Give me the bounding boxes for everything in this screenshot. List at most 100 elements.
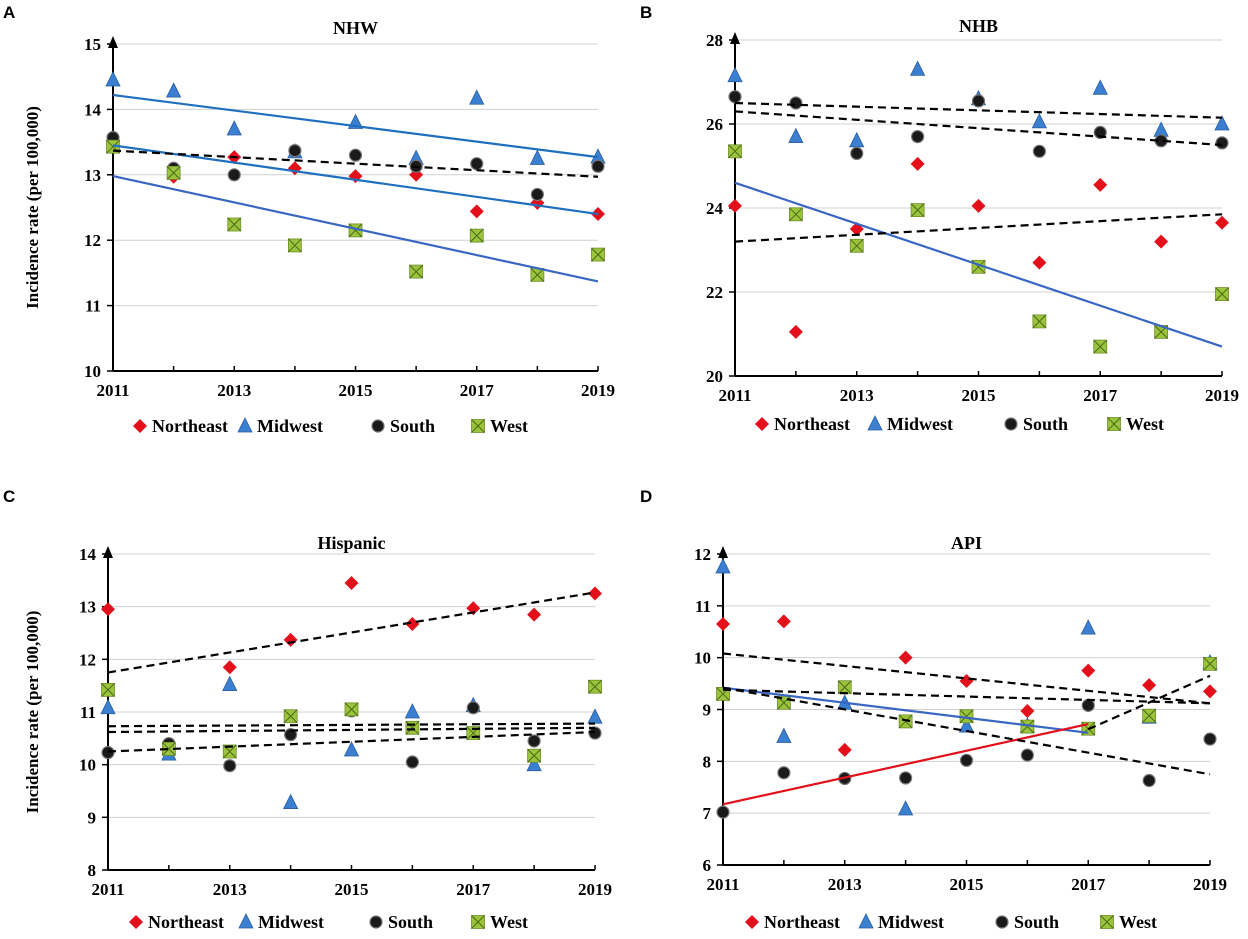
data-point-west: [469, 228, 484, 243]
data-point-northeast: [1020, 704, 1035, 719]
trendline: [734, 110, 1223, 147]
data-point-south: [284, 728, 298, 742]
data-point-northeast: [1215, 215, 1229, 230]
legend-marker-west: [1107, 417, 1121, 431]
data-point-midwest: [529, 149, 546, 165]
trendline: [1087, 674, 1211, 731]
data-point-south: [101, 745, 115, 760]
x-tick-label: 2013: [213, 880, 247, 899]
data-point-northeast: [466, 601, 481, 616]
trendline: [722, 688, 1211, 705]
y-axis-arrow-icon: [718, 546, 728, 558]
y-tick-label: 28: [706, 31, 723, 50]
trendline: [722, 686, 1089, 734]
data-point-west: [788, 207, 803, 222]
y-tick-label: 13: [79, 598, 96, 617]
legend-marker-northeast: [133, 419, 147, 433]
data-point-midwest: [105, 71, 121, 87]
data-point-south: [1093, 125, 1107, 139]
x-tick-label: 2011: [706, 875, 739, 894]
legend-marker-south: [369, 915, 383, 929]
x-tick-label: 2015: [950, 875, 984, 894]
data-point-northeast: [910, 156, 925, 171]
data-point-south: [466, 701, 480, 715]
chart-panel-c: 8 9 10 11 12 13 14 2011 2013 2015 2017 2019 Hispanic…: [3, 487, 612, 932]
y-axis-label: Incidence rate (per 100,000): [23, 611, 42, 814]
y-tick-label: 11: [695, 597, 711, 616]
data-point-midwest: [727, 66, 743, 83]
trendline: [107, 726, 596, 734]
y-tick-label: 10: [84, 362, 101, 381]
trendline: [734, 181, 1223, 348]
x-tick-label: 2019: [1193, 875, 1227, 894]
data-point-west: [101, 682, 115, 697]
y-tick-label: 24: [706, 199, 724, 218]
data-point-midwest: [909, 60, 926, 76]
data-point-south: [530, 187, 544, 202]
data-point-south: [1032, 144, 1046, 158]
legend-label-west: West: [490, 912, 528, 932]
data-point-west: [1142, 708, 1157, 723]
data-point-west: [837, 680, 852, 695]
data-point-south: [527, 734, 541, 748]
data-point-midwest: [469, 89, 485, 105]
data-point-west: [849, 238, 864, 253]
chart-title: Hispanic: [317, 533, 385, 553]
trendline: [722, 652, 1211, 705]
data-point-northeast: [287, 161, 302, 176]
legend-label-northeast: Northeast: [764, 912, 840, 932]
legend-label-midwest: Midwest: [878, 912, 944, 932]
x-tick-label: 2013: [217, 381, 251, 400]
data-point-midwest: [343, 741, 360, 757]
data-point-northeast: [1203, 684, 1217, 699]
data-point-northeast: [837, 742, 852, 757]
legend-label-west: West: [1119, 912, 1157, 932]
legend-marker-south: [995, 915, 1009, 929]
data-point-west: [527, 748, 542, 763]
data-point-west: [287, 238, 302, 253]
data-point-west: [1215, 287, 1229, 302]
trendline: [107, 591, 596, 674]
data-point-west: [227, 217, 242, 232]
legend-label-west: West: [490, 416, 528, 436]
y-tick-label: 15: [84, 35, 101, 54]
data-point-midwest: [715, 558, 731, 574]
data-point-south: [716, 805, 730, 819]
x-tick-label: 2017: [1071, 875, 1106, 894]
x-tick-label: 2017: [1083, 386, 1118, 405]
x-tick-label: 2011: [91, 880, 124, 899]
panel-letter: D: [640, 487, 652, 506]
data-point-south: [789, 96, 803, 110]
trendline: [112, 144, 599, 216]
y-tick-label: 26: [706, 115, 723, 134]
data-point-west: [409, 264, 424, 279]
data-point-northeast: [588, 586, 602, 601]
x-tick-label: 2015: [335, 880, 369, 899]
legend-label-west: West: [1126, 414, 1164, 434]
trendline: [722, 722, 1089, 806]
data-point-northeast: [716, 616, 730, 631]
x-tick-label: 2017: [460, 381, 495, 400]
x-tick-label: 2011: [718, 386, 751, 405]
data-point-south: [959, 753, 974, 767]
data-point-northeast: [788, 324, 803, 339]
chart-title: NHB: [959, 16, 998, 36]
trendline: [112, 93, 599, 159]
data-point-midwest: [587, 708, 603, 724]
legend-marker-midwest: [858, 913, 874, 929]
data-point-midwest: [222, 675, 238, 692]
data-point-midwest: [1080, 619, 1096, 635]
y-tick-label: 12: [84, 231, 101, 250]
legend-marker-midwest: [238, 913, 254, 929]
data-point-south: [728, 90, 742, 104]
data-point-west: [591, 247, 605, 262]
data-point-south: [348, 148, 363, 162]
y-tick-label: 10: [79, 756, 96, 775]
x-tick-label: 2015: [962, 386, 996, 405]
data-point-west: [405, 720, 420, 735]
y-axis-arrow-icon: [103, 546, 113, 558]
data-point-south: [405, 755, 419, 769]
y-tick-label: 8: [703, 752, 712, 771]
trendline: [734, 101, 1223, 119]
